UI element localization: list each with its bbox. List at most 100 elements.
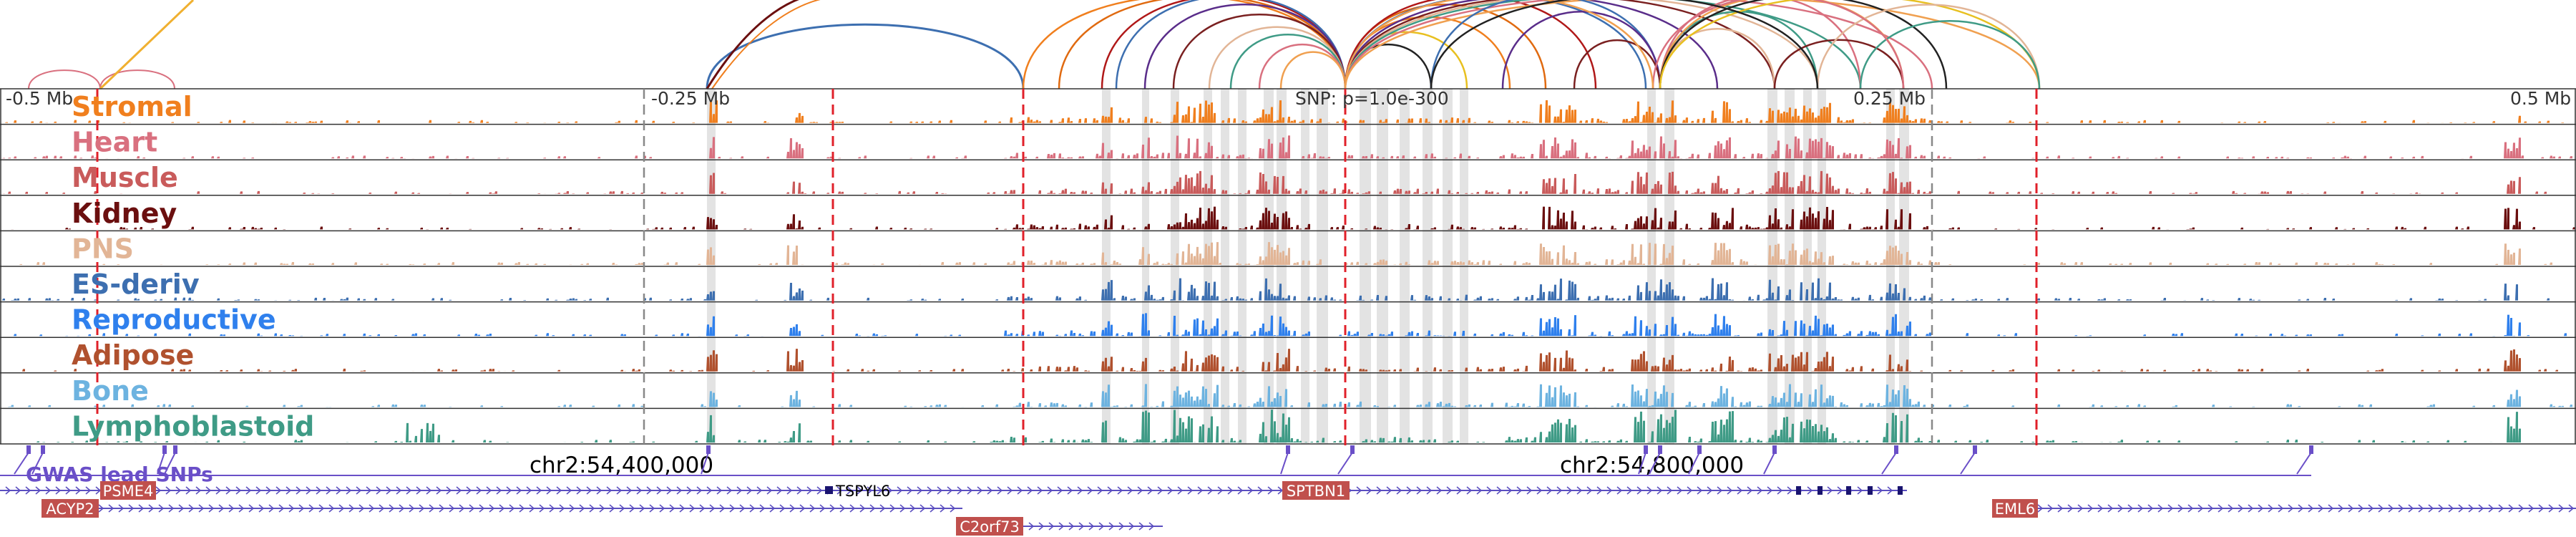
gwas-snp-marker (1658, 445, 1662, 454)
gwas-track: GWAS lead SNPs chr2:54,400,000 chr2:54,8… (0, 445, 2313, 486)
track-label: Heart (72, 127, 157, 158)
track-label: Lymphoblastoid (72, 410, 314, 442)
gene-exon (1818, 486, 1823, 495)
gwas-snp-pointer (2296, 452, 2312, 475)
axis: -0.5 Mb -0.25 Mb SNP: p=1.0e-300 0.25 Mb… (6, 88, 2571, 109)
loop-arc (1172, 14, 1347, 90)
axis-label-mid-right: 0.25 Mb (1853, 88, 1926, 109)
loop-arc (1859, 20, 2041, 90)
gwas-snp-marker (162, 445, 167, 454)
signal-es-deriv (0, 278, 2576, 301)
loop-arc (28, 69, 101, 90)
gwas-snp-pointer (701, 452, 709, 475)
track-label: Bone (72, 375, 149, 407)
signal-stromal (0, 100, 2576, 123)
gene-tspyl6-box (825, 486, 833, 494)
signal-bone (0, 384, 2576, 407)
gwas-snp-pointer (1337, 452, 1353, 475)
track-label: Muscle (72, 162, 178, 193)
gene-exon (1898, 486, 1903, 495)
gene-strand-chevrons (2037, 504, 2575, 513)
gene-acyp2-label: ACYP2 (46, 500, 94, 518)
coordinate-label-left: chr2:54,400,000 (530, 453, 713, 478)
gwas-snp-pointer (1280, 452, 1289, 475)
gene-eml6-label: EML6 (1995, 500, 2035, 518)
gene-strand-chevrons (1028, 522, 1155, 531)
track-labels: Stromal Heart Muscle Kidney PNS ES-deriv Repro… (72, 91, 314, 442)
gene-tspyl6-label: TSPYL6 (835, 483, 890, 500)
loop-arc (1659, 0, 1862, 90)
loop-arc (1344, 0, 1597, 90)
gwas-snp-marker (1350, 445, 1355, 454)
gwas-snp-pointer (1763, 452, 1775, 475)
loop-arc (1143, 4, 1347, 90)
track-label: Adipose (72, 339, 194, 371)
loop-arc (99, 0, 195, 90)
gene-exon (1868, 486, 1873, 495)
gwas-snp-marker (1772, 445, 1777, 454)
gene-c2orf73-label: C2orf73 (960, 518, 1020, 536)
gene-sptbn1-label: SPTBN1 (1287, 483, 1345, 500)
track-label: Reproductive (72, 304, 276, 336)
loop-arc (1344, 0, 1654, 90)
signal-lymphoblastoid (0, 410, 2576, 442)
loop-arc (1652, 0, 1905, 90)
gwas-snp-marker (26, 445, 31, 454)
loop-arc (1022, 0, 1347, 90)
signal-reproductive (0, 313, 2576, 337)
loop-arc (1344, 0, 1819, 90)
gene-exon (1796, 486, 1801, 495)
gene-sptbn1-box (1282, 481, 1350, 500)
axis-label-left: -0.5 Mb (6, 88, 73, 109)
gwas-snp-marker (41, 445, 45, 454)
gwas-snp-marker (1697, 445, 1702, 454)
loop-arc (1573, 39, 1662, 90)
gwas-snp-marker (1286, 445, 1290, 454)
gwas-snp-pointer (1649, 452, 1661, 475)
loop-arc (1773, 39, 1905, 90)
gwas-snp-marker (706, 445, 711, 454)
axis-label-mid-left: -0.25 Mb (651, 88, 730, 109)
axis-label-right: 0.5 Mb (2510, 88, 2571, 109)
loop-arc (1344, 0, 1719, 90)
loop-arc (99, 69, 175, 90)
chromatin-loops (28, 0, 2041, 90)
gene-eml6-box (1992, 499, 2038, 518)
loop-arc (1344, 0, 1862, 90)
coordinate-label-right: chr2:54,800,000 (1560, 453, 1744, 478)
loop-arc (1816, 4, 2041, 90)
gwas-snp-pointer (1960, 452, 1976, 475)
gene-track: PSME4 ACYP2 TSPYL6 SPTBN1 C2orf73 EML6 (0, 481, 2576, 536)
track-label: Stromal (72, 91, 192, 122)
track-label: Kidney (72, 198, 177, 229)
gwas-snp-marker (1973, 445, 1977, 454)
loop-arc (1501, 11, 1662, 90)
loop-arc (1344, 0, 1776, 90)
loop-arc (1344, 0, 2041, 90)
gwas-snp-marker (1644, 445, 1648, 454)
loop-arc (1279, 51, 1347, 90)
gene-psme4-label: PSME4 (103, 483, 154, 500)
loop-arc (706, 23, 1025, 90)
signal-tracks (0, 88, 2576, 445)
position-markers (96, 89, 2038, 451)
gwas-snp-pointer (14, 452, 29, 475)
loop-arc (706, 0, 800, 90)
loop-arc (711, 0, 821, 90)
signal-adipose (0, 349, 2576, 372)
loop-arc (1430, 0, 1819, 90)
gene-c2orf73-box (956, 517, 1023, 536)
signal-muscle (0, 170, 2576, 194)
loop-arc (1659, 0, 1948, 90)
track-label: PNS (72, 233, 134, 264)
gwas-snp-pointer (31, 452, 44, 475)
loop-arc (1344, 16, 1511, 90)
gwas-snp-pointer (1881, 452, 1897, 475)
gene-psme4-box (100, 481, 156, 500)
axis-label-snp: SNP: p=1.0e-300 (1295, 88, 1449, 109)
signal-pns (0, 242, 2576, 265)
gwas-snp-pointer (157, 452, 165, 475)
gwas-snp-marker (1894, 445, 1898, 454)
gwas-snp-marker (173, 445, 177, 454)
